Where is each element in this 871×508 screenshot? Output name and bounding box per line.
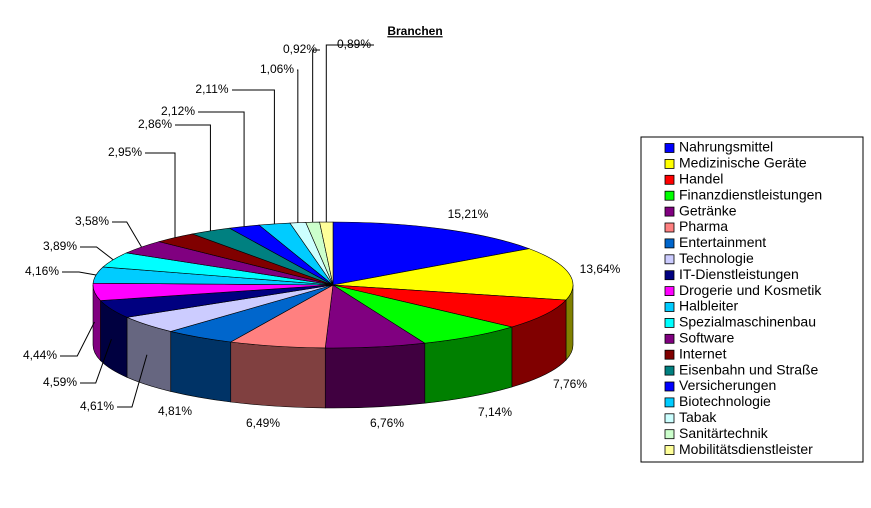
slice — [332, 248, 574, 301]
slice-side — [170, 331, 232, 403]
leader-line — [198, 111, 245, 227]
slice-side — [324, 342, 426, 409]
leader-line — [297, 69, 299, 223]
data-label: 13,64% — [580, 262, 621, 276]
leader-line — [325, 44, 374, 223]
legend-swatch — [664, 365, 675, 376]
legend-label: Entertainment — [679, 234, 766, 250]
data-label: 7,14% — [478, 405, 512, 419]
slice — [332, 284, 514, 344]
slice — [332, 221, 531, 286]
leader-line — [232, 89, 275, 224]
leader-line — [60, 321, 95, 357]
legend-label: IT-Dienstleistungen — [679, 266, 799, 282]
legend-label: Internet — [679, 345, 727, 361]
legend-label: Tabak — [679, 409, 717, 425]
leader-line — [62, 271, 97, 276]
legend-label: Pharma — [679, 218, 728, 234]
legend-label: Software — [679, 330, 734, 346]
legend-label: Eisenbahn und Straße — [679, 361, 819, 377]
legend-swatch — [664, 302, 675, 312]
legend-swatch — [664, 286, 675, 297]
legend-swatch — [664, 190, 675, 201]
legend-label: Getränke — [679, 202, 737, 218]
slice-side — [230, 341, 326, 409]
legend-swatch — [664, 206, 675, 217]
legend-label: Nahrungsmittel — [679, 139, 773, 155]
legend-swatch — [664, 238, 675, 249]
legend-label: Mobilitätsdienstleister — [679, 441, 813, 457]
data-label: 1,06% — [260, 62, 294, 76]
slice — [332, 284, 567, 328]
leader-line — [312, 49, 320, 223]
legend-label: Spezialmaschinenbau — [679, 314, 816, 330]
legend-label: Handel — [679, 171, 723, 187]
data-label: 3,58% — [75, 214, 109, 228]
legend-label: Sanitärtechnik — [679, 425, 769, 441]
legend-swatch — [664, 317, 675, 328]
leader-line — [80, 339, 112, 384]
data-label: 2,86% — [138, 117, 172, 131]
legend-swatch — [664, 254, 675, 265]
legend-label: Medizinische Geräte — [679, 155, 807, 171]
legend-label: Halbleiter — [679, 298, 738, 314]
legend-label: Finanzdienstleistungen — [679, 186, 822, 202]
legend-swatch — [664, 381, 675, 392]
legend-label: Biotechnologie — [679, 393, 771, 409]
leader-line — [112, 221, 142, 248]
legend-swatch — [664, 158, 675, 169]
data-label: 2,11% — [195, 82, 228, 96]
legend-swatch — [664, 413, 675, 424]
legend-swatch — [664, 445, 675, 456]
leader-line — [145, 152, 176, 238]
legend-swatch — [664, 349, 675, 360]
data-label: 2,12% — [161, 104, 195, 118]
data-label: 2,95% — [108, 145, 142, 159]
legend-swatch — [664, 174, 675, 185]
legend-swatch — [664, 429, 675, 440]
data-label: 0,92% — [283, 42, 317, 56]
legend-swatch — [664, 333, 675, 344]
data-label: 7,76% — [553, 377, 587, 391]
leader-line — [80, 246, 114, 261]
legend-swatch — [664, 397, 675, 408]
leader-line — [175, 124, 211, 231]
data-label: 15,21% — [448, 207, 489, 221]
data-label: 4,59% — [43, 375, 77, 389]
legend-label: Technologie — [679, 250, 754, 266]
legend-swatch — [664, 270, 675, 281]
chart-title: Branchen — [387, 24, 442, 38]
legend-label: Versicherungen — [679, 377, 776, 393]
data-label: 3,89% — [43, 239, 77, 253]
data-label: 4,61% — [80, 399, 114, 413]
legend-box — [640, 136, 864, 463]
data-label: 4,44% — [23, 348, 57, 362]
leader-line — [117, 354, 148, 408]
legend-swatch — [664, 222, 675, 233]
legend-label: Drogerie und Kosmetik — [679, 282, 822, 298]
data-label: 6,76% — [370, 416, 404, 430]
data-label: 6,49% — [246, 416, 280, 430]
data-label: 4,16% — [25, 264, 59, 278]
legend-swatch — [664, 143, 675, 153]
data-label: 4,81% — [158, 404, 192, 418]
data-label: 0,89% — [337, 37, 371, 51]
